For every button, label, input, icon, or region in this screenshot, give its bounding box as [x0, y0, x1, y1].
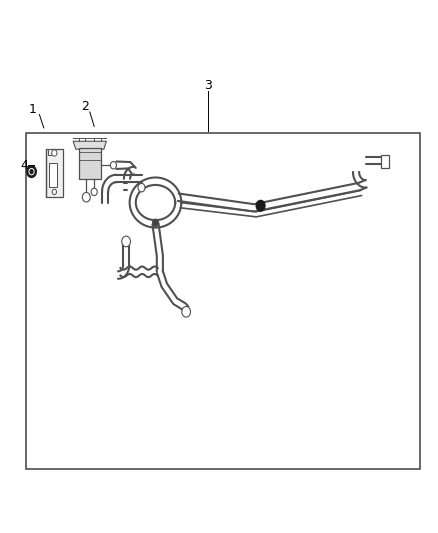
Bar [381, 155, 389, 168]
Text: 1: 1 [29, 103, 37, 116]
Bar [49, 163, 57, 187]
Circle shape [29, 168, 34, 175]
Circle shape [256, 200, 265, 211]
Bar [26, 133, 420, 469]
Bar [79, 148, 101, 179]
Circle shape [138, 183, 145, 192]
Circle shape [110, 161, 117, 169]
Bar [48, 149, 53, 155]
Circle shape [182, 306, 191, 317]
Circle shape [52, 189, 57, 195]
Circle shape [122, 236, 131, 247]
Text: 4: 4 [20, 159, 28, 172]
Circle shape [91, 188, 97, 196]
Circle shape [27, 166, 36, 177]
Text: 2: 2 [81, 100, 89, 113]
Bar [46, 149, 63, 197]
Circle shape [52, 150, 57, 156]
Polygon shape [73, 141, 106, 149]
Circle shape [82, 192, 90, 202]
Circle shape [152, 219, 159, 227]
Text: 3: 3 [204, 79, 212, 92]
